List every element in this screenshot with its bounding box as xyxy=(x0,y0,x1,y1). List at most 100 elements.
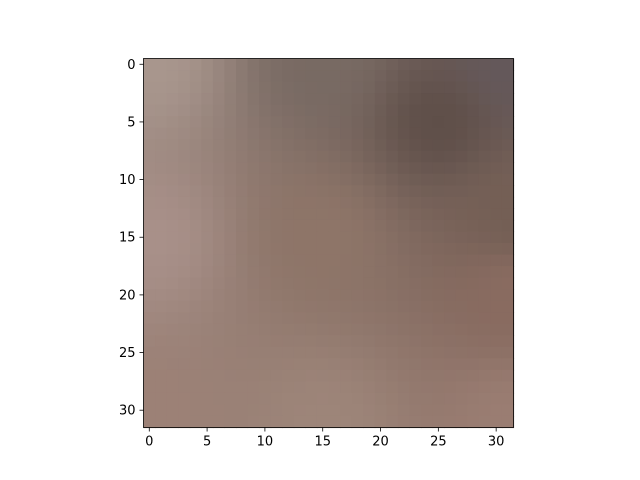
heatmap-cell xyxy=(201,392,214,406)
heatmap-cell xyxy=(259,139,272,152)
heatmap-cell xyxy=(432,358,445,371)
heatmap-cell xyxy=(386,173,399,186)
x-tick-label: 10 xyxy=(257,435,274,450)
heatmap-cell xyxy=(259,323,272,336)
heatmap-cell xyxy=(316,369,330,382)
heatmap-cell xyxy=(270,254,283,267)
heatmap-cell xyxy=(363,104,376,117)
heatmap-cell xyxy=(189,196,202,210)
heatmap-cell xyxy=(340,323,353,336)
heatmap-cell xyxy=(247,254,260,267)
heatmap-cell xyxy=(224,289,237,302)
heatmap-cell xyxy=(501,58,515,71)
heatmap-cell xyxy=(386,346,399,359)
heatmap-cell xyxy=(328,289,341,302)
heatmap-cell xyxy=(247,116,260,129)
heatmap-cell xyxy=(166,219,179,233)
heatmap-cell xyxy=(478,219,491,233)
heatmap-cell xyxy=(397,127,411,140)
heatmap-cell xyxy=(316,323,330,336)
heatmap-cell xyxy=(259,208,272,221)
heatmap-cell xyxy=(351,323,364,336)
heatmap-cell xyxy=(236,139,249,152)
heatmap-cell xyxy=(455,300,468,313)
heatmap-cell xyxy=(155,243,168,256)
heatmap-cell xyxy=(143,70,156,83)
heatmap-cell xyxy=(490,254,503,267)
heatmap-cell xyxy=(236,243,249,256)
heatmap-cell xyxy=(236,93,249,106)
heatmap-cell xyxy=(421,277,434,290)
heatmap-cell xyxy=(178,208,191,221)
heatmap-cell xyxy=(247,300,260,313)
heatmap-cell xyxy=(328,58,341,71)
heatmap-cell xyxy=(247,162,260,175)
heatmap-cell xyxy=(270,335,283,348)
heatmap-cell xyxy=(501,104,515,117)
heatmap-cell xyxy=(282,358,295,371)
heatmap-cell xyxy=(421,58,434,71)
heatmap-cell xyxy=(316,266,330,279)
heatmap-cell xyxy=(351,185,364,198)
heatmap-cell xyxy=(201,415,214,429)
x-tick-label: 30 xyxy=(488,435,505,450)
heatmap-cell xyxy=(363,289,376,302)
heatmap-cell xyxy=(409,70,422,83)
heatmap-cell xyxy=(386,266,399,279)
heatmap-cell xyxy=(432,415,445,429)
heatmap-cell xyxy=(143,312,156,325)
y-tick-label: 20 xyxy=(119,288,136,303)
heatmap-cell xyxy=(455,173,468,186)
y-tick-label: 0 xyxy=(127,58,135,73)
heatmap-cell xyxy=(444,104,457,117)
heatmap-cell xyxy=(467,254,480,267)
heatmap-cell xyxy=(166,173,179,186)
heatmap-cell xyxy=(432,243,445,256)
heatmap-cell xyxy=(305,173,318,186)
heatmap-cell xyxy=(467,266,480,279)
heatmap-cell xyxy=(316,277,330,290)
heatmap-cell xyxy=(316,231,330,244)
heatmap-cell xyxy=(397,196,411,210)
heatmap-cell xyxy=(224,312,237,325)
heatmap-cell xyxy=(467,219,480,233)
heatmap-cell xyxy=(478,346,491,359)
heatmap-cell xyxy=(432,266,445,279)
heatmap-cell xyxy=(328,81,341,94)
heatmap-cell xyxy=(236,173,249,186)
heatmap-cell xyxy=(467,312,480,325)
heatmap-cell xyxy=(409,93,422,106)
heatmap-cell xyxy=(467,404,480,417)
heatmap-cell xyxy=(178,150,191,163)
heatmap-cell xyxy=(178,93,191,106)
heatmap-cell xyxy=(166,196,179,210)
heatmap-cell xyxy=(386,381,399,394)
heatmap-cell xyxy=(293,358,306,371)
heatmap-cell xyxy=(282,127,295,140)
heatmap-cell xyxy=(270,300,283,313)
heatmap-cell xyxy=(212,381,226,394)
heatmap-cell xyxy=(282,81,295,94)
heatmap-cell xyxy=(282,116,295,129)
heatmap-cell xyxy=(340,185,353,198)
heatmap-cell xyxy=(340,116,353,129)
heatmap-cell xyxy=(351,300,364,313)
heatmap-cell xyxy=(340,346,353,359)
heatmap-cell xyxy=(467,70,480,83)
heatmap-cell xyxy=(432,93,445,106)
heatmap-cell xyxy=(444,312,457,325)
heatmap-cell xyxy=(189,139,202,152)
heatmap-cell xyxy=(409,231,422,244)
heatmap-cell xyxy=(212,254,226,267)
heatmap-cell xyxy=(224,231,237,244)
heatmap-cell xyxy=(316,104,330,117)
heatmap-cell xyxy=(247,369,260,382)
heatmap-cell xyxy=(478,127,491,140)
heatmap-cell xyxy=(316,185,330,198)
heatmap-cell xyxy=(293,150,306,163)
heatmap-cell xyxy=(247,323,260,336)
heatmap-cell xyxy=(293,300,306,313)
heatmap-cell xyxy=(444,381,457,394)
heatmap-cell xyxy=(340,392,353,406)
heatmap-cell xyxy=(374,93,387,106)
